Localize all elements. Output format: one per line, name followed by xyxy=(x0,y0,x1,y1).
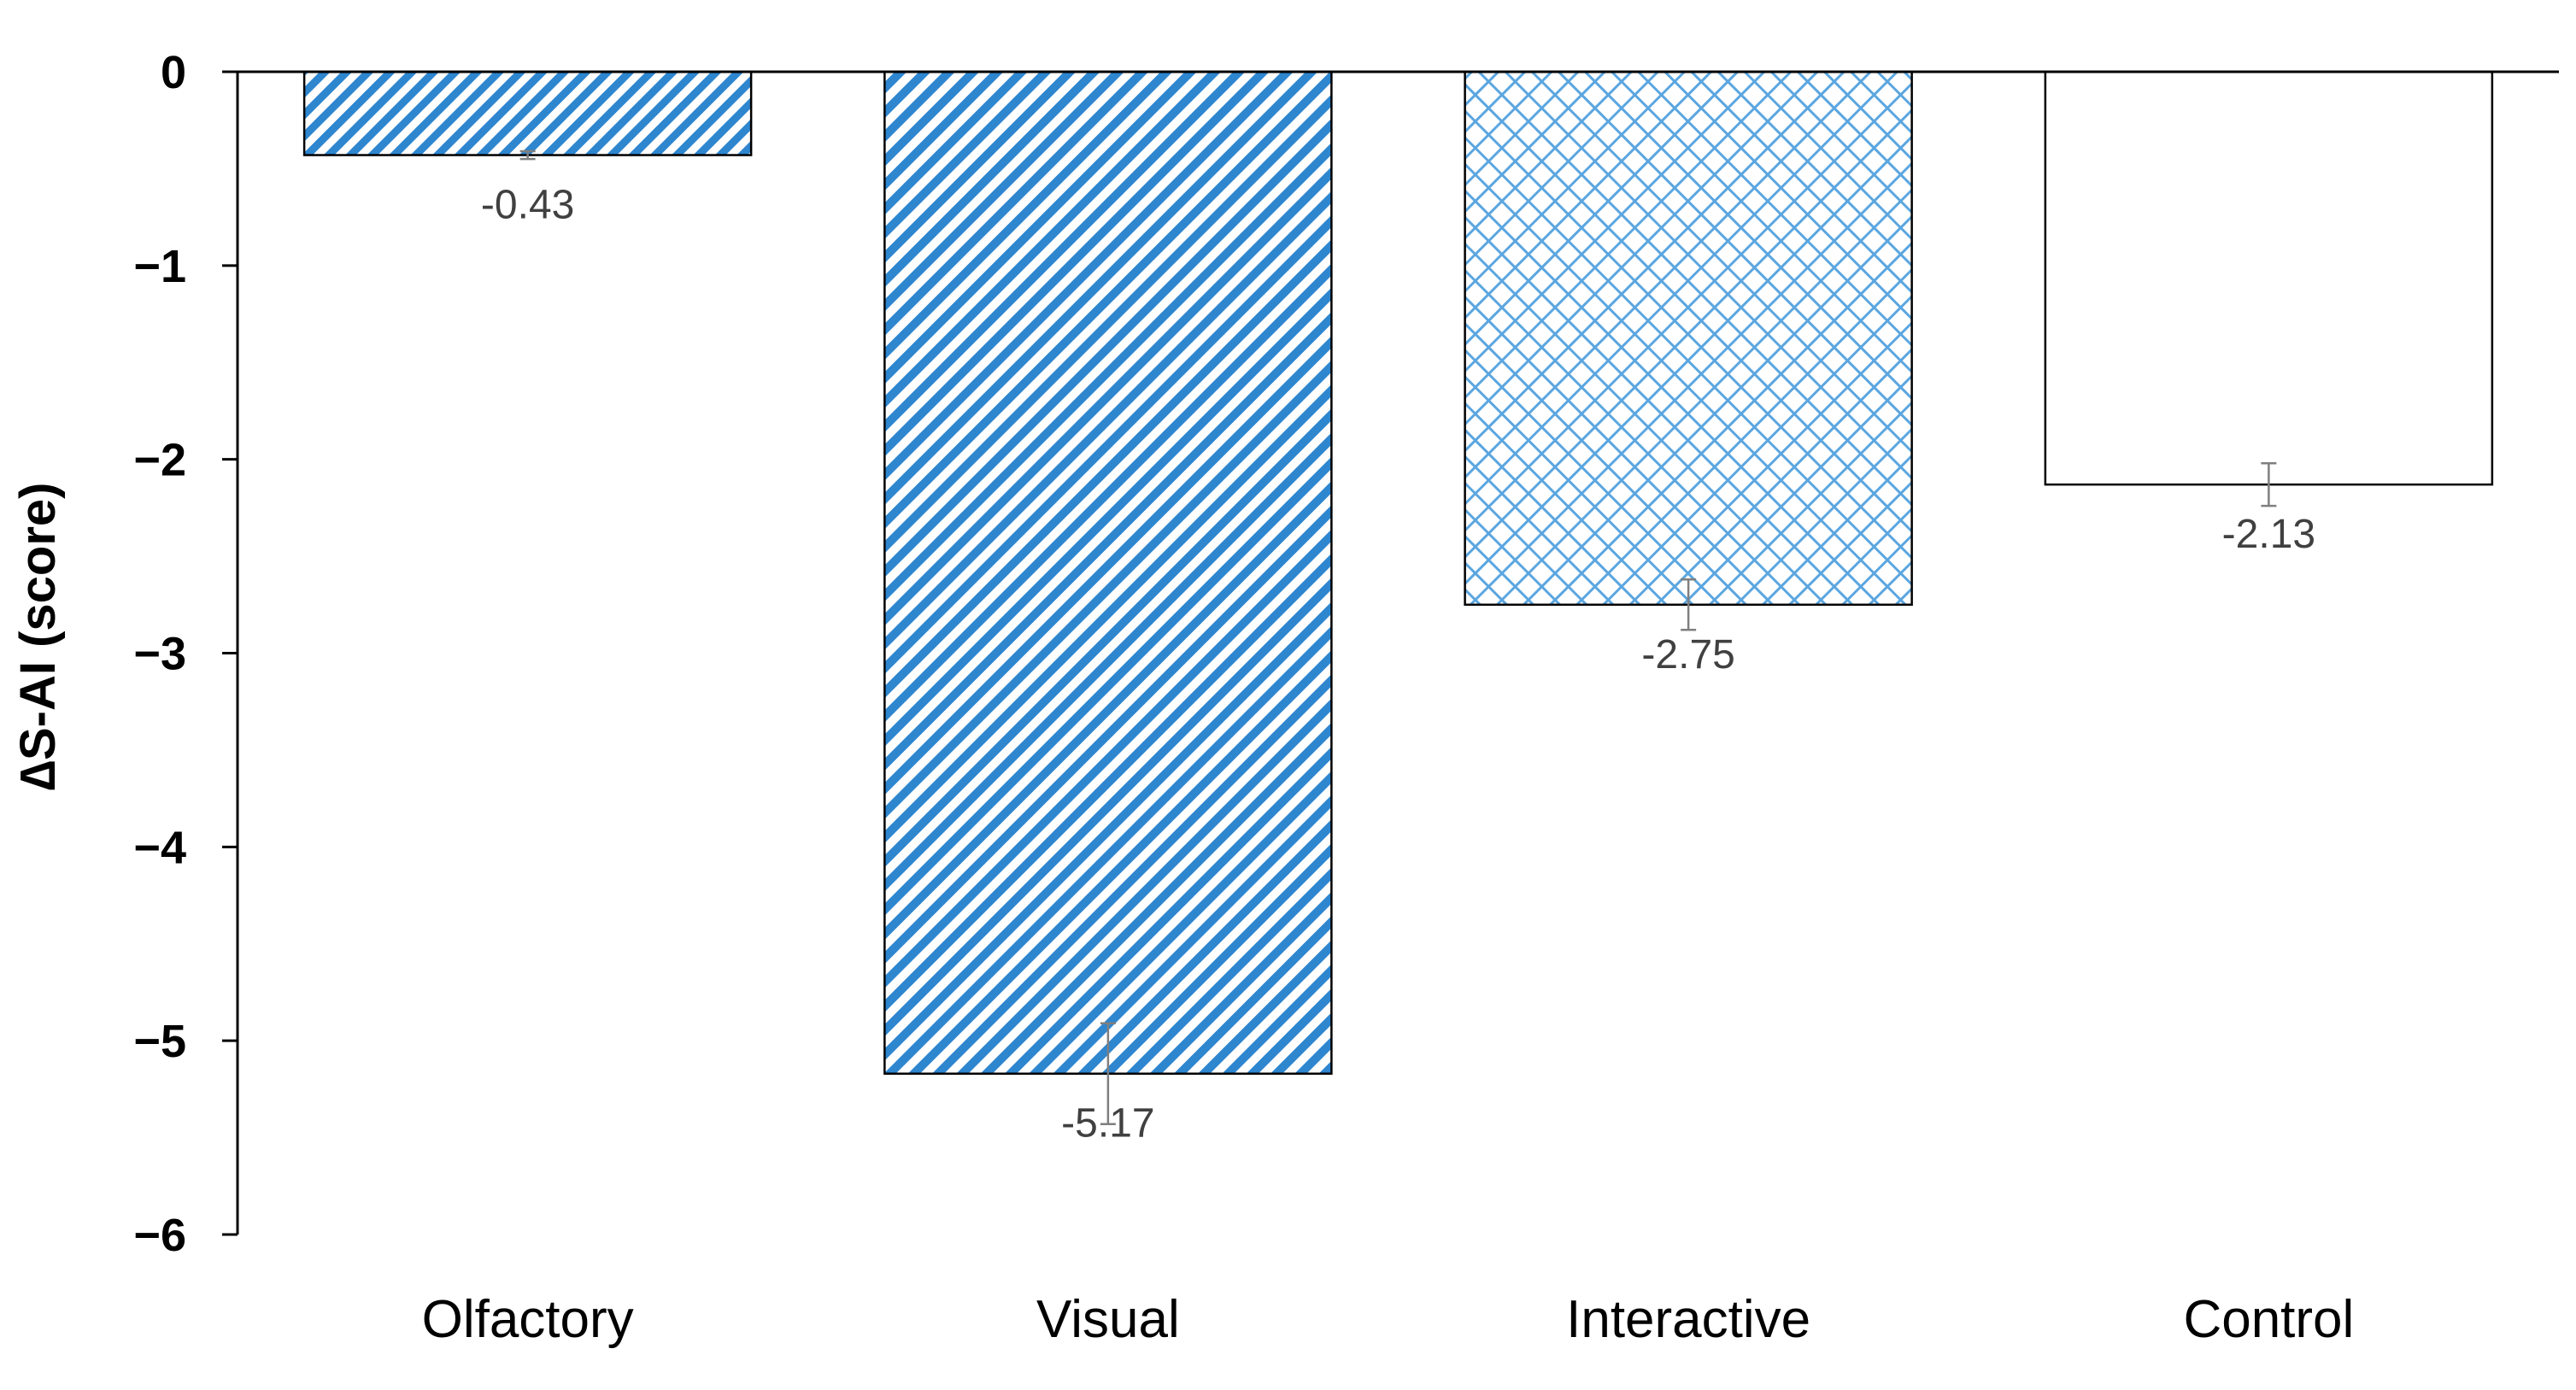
bars xyxy=(302,70,2494,1075)
error-bar-visual xyxy=(1100,1022,1116,1125)
error-bars xyxy=(519,150,2277,1125)
y-tick-label: −5 xyxy=(133,1016,186,1067)
y-tick-label: 0 xyxy=(161,47,186,98)
bar-interactive xyxy=(1464,70,1913,607)
y-tick-label: −3 xyxy=(133,629,186,680)
x-category-label: Interactive xyxy=(1566,1290,1810,1349)
x-category-label: Control xyxy=(2183,1290,2354,1349)
bar-control xyxy=(2044,70,2494,486)
error-bar-interactive xyxy=(1681,578,1697,631)
bar-olfactory xyxy=(302,70,753,156)
x-axis-labels: Olfactory Visual Interactive Control xyxy=(422,1290,2355,1349)
y-axis-ticks: 0 −1 −2 −3 −4 −5 −6 xyxy=(133,47,238,1261)
error-bar-control xyxy=(2261,461,2277,507)
x-category-label: Visual xyxy=(1036,1290,1180,1349)
data-label-interactive: -2.75 xyxy=(1641,632,1734,677)
data-labels: -0.43 -5.17 -2.75 -2.13 xyxy=(481,183,2315,1147)
x-category-label: Olfactory xyxy=(422,1290,634,1349)
y-tick-label: −2 xyxy=(133,435,186,486)
y-tick-label: −6 xyxy=(133,1210,186,1261)
data-label-control: -2.13 xyxy=(2222,512,2315,557)
data-label-olfactory: -0.43 xyxy=(481,183,574,228)
y-tick-label: −1 xyxy=(133,241,186,292)
bar-visual xyxy=(883,70,1333,1075)
data-label-visual: -5.17 xyxy=(1061,1101,1154,1147)
y-tick-label: −4 xyxy=(133,822,186,873)
error-bar-olfactory xyxy=(519,150,536,161)
y-axis-title: ∆S-AI (score) xyxy=(10,483,66,791)
